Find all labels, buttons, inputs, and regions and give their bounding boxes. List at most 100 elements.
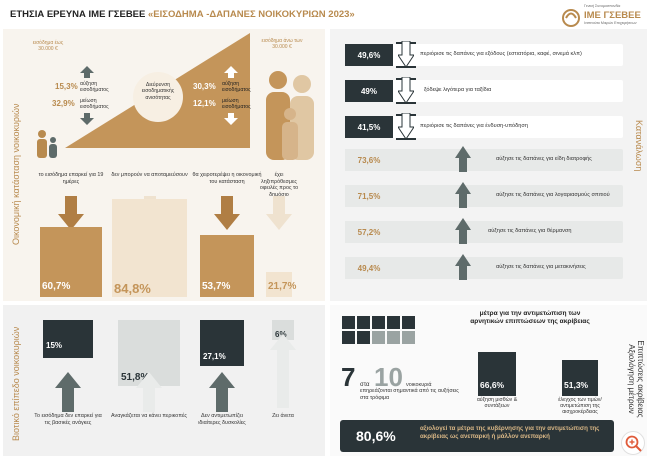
- consumption-row: 41,5%: [345, 116, 623, 138]
- grid-square: [342, 331, 355, 344]
- living-bar-value: 15%: [46, 341, 63, 350]
- living-bar: [200, 320, 244, 366]
- consumption-label: ξόδεψε λιγότερα για ταξίδια: [424, 87, 492, 93]
- family-small-icon: [37, 130, 57, 158]
- grid-square: [387, 331, 400, 344]
- econ-bar-label: δεν μπορούν να αποταμιεύσουν: [111, 172, 188, 178]
- consumption-value: 57,2%: [345, 221, 393, 243]
- inequality-circle: [133, 72, 183, 122]
- left-up-pct: 15,3%: [55, 82, 78, 91]
- arrow-up-icon: [136, 372, 162, 412]
- right-up-label: αύξηση εισοδήματος: [222, 81, 251, 93]
- econ-bar: [40, 227, 102, 297]
- grid-icon: [342, 316, 418, 358]
- consumption-value: 49,4%: [345, 257, 393, 279]
- consumption-label: περιόρισε τις δαπάνες για εξόδους (εστια…: [420, 51, 582, 57]
- measure-2-label: έλεγχος των τιμών/ αντιμετώπιση της αισχ…: [558, 397, 602, 415]
- grid-square: [357, 331, 370, 344]
- right-down-label: μείωση εισοδήματος: [222, 98, 251, 110]
- consumption-row: 57,2%: [345, 221, 623, 243]
- econ-bar-value: 60,7%: [42, 281, 71, 292]
- logo-small: Γενική Συνομοσπονδία: [584, 4, 621, 8]
- arrow-up-icon: [455, 254, 471, 280]
- econ-bar-label: θα χειροτερέψει η οικονομική του κατάστα…: [192, 172, 262, 185]
- grid-square: [372, 316, 385, 329]
- side-label-measures: Επιπτώσεις ακρίβειας Αξιολόγηση μέτρων: [627, 340, 645, 418]
- logo: Γενική Συνομοσπονδία ΙΜΕ ΓΣΕΒΕΕ Ινστιτού…: [560, 4, 641, 34]
- arrow-down-icon: [224, 113, 238, 125]
- zoom-in-icon: [625, 435, 642, 452]
- left-down-pct: 32,9%: [52, 99, 75, 108]
- grid-square: [402, 331, 415, 344]
- measure-1-block: [478, 352, 516, 396]
- consumption-row: 71,5%: [345, 185, 623, 207]
- arrow-down-icon: [266, 196, 292, 230]
- consumption-row: 49,4%: [345, 257, 623, 279]
- side-label-consumption: Κατανάλωση: [634, 120, 644, 172]
- consumption-value: 73,6%: [345, 149, 393, 171]
- consumption-value: 71,5%: [345, 185, 393, 207]
- arrow-up-icon: [455, 182, 471, 208]
- left-income-label: εισόδημα έως 30.000 €: [32, 40, 64, 52]
- logo-sub: Ινστιτούτο Μικρών Επιχειρήσεων: [584, 21, 637, 25]
- grid-square: [387, 316, 400, 329]
- grid-square: [372, 331, 385, 344]
- right-up-pct: 30,3%: [193, 82, 216, 91]
- living-bar-label: Δεν αντιμετωπίζει ιδιαίτερες δυσκολίες: [198, 413, 246, 426]
- measure-2-value: 51,3%: [564, 380, 589, 390]
- seven-number: 7: [341, 362, 356, 392]
- assessment-banner: [340, 420, 614, 452]
- econ-bar-value: 21,7%: [268, 281, 297, 292]
- consumption-label: αύξησε τις δαπάνες για μετακινήσεις: [496, 264, 586, 270]
- consumption-row: 49%: [345, 80, 623, 102]
- living-bar: [272, 320, 294, 340]
- consumption-label: αύξησε τις δαπάνες για θέρμανση: [488, 228, 572, 234]
- assessment-text: αξιολογεί τα μέτρα της κυβέρνησης για τη…: [420, 425, 600, 440]
- arrow-down-icon: [80, 113, 94, 125]
- arrow-up-icon: [209, 372, 235, 412]
- measure-1-label: αύξηση μισθών & συντάξεων: [476, 397, 518, 409]
- living-bar: [43, 320, 93, 358]
- econ-bar-label: το εισόδημα επαρκεί για 19 ημέρες: [38, 172, 104, 185]
- consumption-row: 73,6%: [345, 149, 623, 171]
- side-label-living: Βιοτικό επίπεδο νοικοκυριών: [11, 326, 21, 441]
- of-label: στα: [360, 382, 370, 388]
- consumption-label: αύξησε τις δαπάνες για λογαριασμούς σπιτ…: [496, 192, 610, 198]
- arrow-down-icon: [398, 113, 414, 139]
- arrow-up-icon: [270, 334, 296, 408]
- arrow-down-icon: [214, 196, 240, 230]
- living-bar-label: Αναγκάζεται να κάνει περικοπές: [111, 413, 187, 419]
- measure-1-value: 66,6%: [480, 380, 505, 390]
- measure-2-block: [562, 360, 598, 396]
- consumption-row: 49,6%: [345, 44, 623, 66]
- right-down-pct: 12,1%: [193, 99, 216, 108]
- measures-title: μέτρα για την αντιμετώπιση των αρνητικών…: [470, 310, 590, 325]
- zoom-button[interactable]: [621, 431, 645, 455]
- arrow-up-icon: [80, 66, 94, 78]
- econ-bar-label: έχει ληξιπρόθεσμες οφειλές προς το δημόσ…: [259, 172, 299, 198]
- consumption-label: αύξησε τις δαπάνες για είδη διατροφής: [496, 156, 592, 162]
- consumption-value: 49,6%: [345, 44, 393, 66]
- consumption-value: 41,5%: [345, 116, 393, 138]
- living-bar-label: Ζει άνετα: [272, 413, 294, 419]
- consumption-value: 49%: [345, 80, 393, 102]
- ten-number: 10: [374, 362, 403, 392]
- page-title: ΕΤΗΣΙΑ ΕΡΕΥΝΑ ΙΜΕ ΓΣΕΒΕΕ: [10, 9, 146, 20]
- econ-bar-value: 84,8%: [114, 281, 151, 296]
- page-subtitle: «ΕΙΣΟΔΗΜΑ -ΔΑΠΑΝΕΣ ΝΟΙΚΟΚΥΡΙΩΝ 2023»: [148, 9, 355, 20]
- arrow-up-icon: [224, 66, 238, 78]
- arrow-down-icon: [58, 196, 84, 230]
- econ-bar: [200, 235, 254, 297]
- arrow-up-icon: [55, 372, 81, 412]
- inequality-label: Διεύρυνση εισοδηματικής ανισότητας: [141, 82, 175, 101]
- logo-text: ΙΜΕ ΓΣΕΒΕΕ: [584, 10, 641, 21]
- living-bar-value: 51,8%: [121, 372, 150, 383]
- assessment-value: 80,6%: [356, 428, 396, 444]
- grid-square: [357, 316, 370, 329]
- side-label-economic: Οικονομική κατάσταση νοικοκυριών: [11, 103, 21, 245]
- left-down-label: μείωση εισοδήματος: [80, 98, 109, 110]
- econ-bar: [112, 199, 187, 297]
- econ-bar: [266, 272, 292, 297]
- logo-icon: [562, 9, 580, 27]
- arrow-up-icon: [455, 218, 471, 244]
